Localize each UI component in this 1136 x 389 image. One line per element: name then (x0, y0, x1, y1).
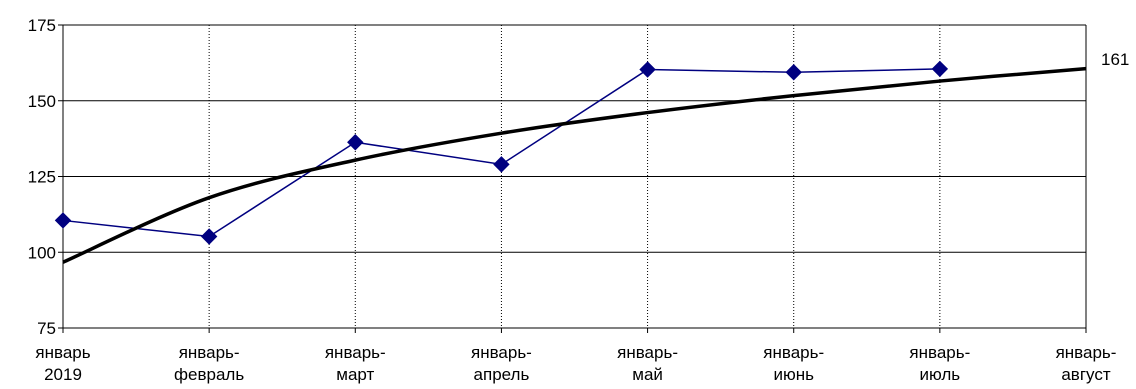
x-tick-label: июль (920, 365, 961, 384)
x-tick-label: январь- (909, 343, 970, 362)
data-point-marker (54, 212, 72, 229)
grid (63, 24, 1087, 328)
data-point-marker (931, 60, 949, 78)
x-tick-label: январь- (179, 343, 240, 362)
x-tick-label: март (336, 365, 374, 384)
data-point-marker (639, 61, 656, 78)
data-point-marker (493, 156, 510, 173)
axes (58, 24, 1087, 333)
data-point-marker (200, 228, 218, 245)
series-layer (54, 60, 1087, 264)
data-point-marker (347, 134, 364, 151)
y-tick-label: 100 (28, 243, 56, 262)
x-tick-label: 2019 (44, 365, 82, 384)
y-tick-label: 175 (28, 16, 56, 35)
data-point-marker (785, 64, 802, 81)
labels-layer: 75 100 125 150 175 январь 2019 январь-февраль ян… (28, 16, 1117, 384)
x-tick-label: апрель (474, 365, 530, 384)
y-tick-label: 75 (37, 319, 56, 338)
x-tick-label: январь- (1056, 343, 1117, 362)
x-tick-label: август (1061, 365, 1110, 384)
x-tick-label: январь- (325, 343, 386, 362)
y-tick-label: 125 (28, 168, 56, 187)
x-tick-label: январь- (763, 343, 824, 362)
trend-line (62, 66, 1087, 264)
x-tick-label: май (632, 365, 663, 384)
x-tick-label: январь (35, 343, 90, 362)
y-tick-label: 150 (28, 92, 56, 111)
trend-end-label: 161 (1101, 50, 1129, 69)
x-tick-label: январь- (471, 343, 532, 362)
x-tick-label: февраль (174, 365, 244, 384)
x-tick-label: январь- (617, 343, 678, 362)
x-tick-label: июнь (773, 365, 814, 384)
